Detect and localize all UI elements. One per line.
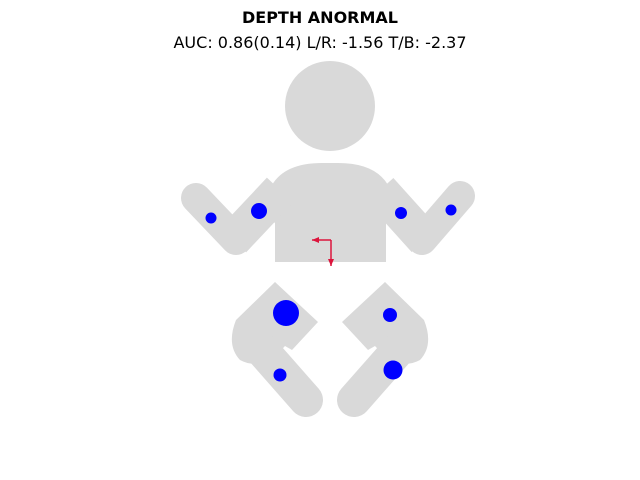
page-subtitle: AUC: 0.86(0.14) L/R: -1.56 T/B: -2.37 <box>173 33 467 52</box>
right-shin <box>337 333 415 417</box>
balance-arrows <box>312 237 334 266</box>
marker-right-shoulder <box>395 207 407 219</box>
marker-left-hip <box>273 300 299 326</box>
marker-right-hip <box>383 308 397 322</box>
page-title: DEPTH ANORMAL <box>241 8 398 27</box>
marker-right-knee <box>383 360 403 380</box>
head-shape <box>285 61 375 151</box>
marker-right-hand <box>445 204 457 216</box>
marker-left-shoulder <box>251 203 267 219</box>
body-silhouette <box>181 61 475 417</box>
marker-left-foot <box>273 368 287 382</box>
right-forearm <box>407 181 475 255</box>
marker-left-hand <box>205 212 217 224</box>
sensor-markers <box>205 203 457 382</box>
torso-shape <box>263 163 397 262</box>
